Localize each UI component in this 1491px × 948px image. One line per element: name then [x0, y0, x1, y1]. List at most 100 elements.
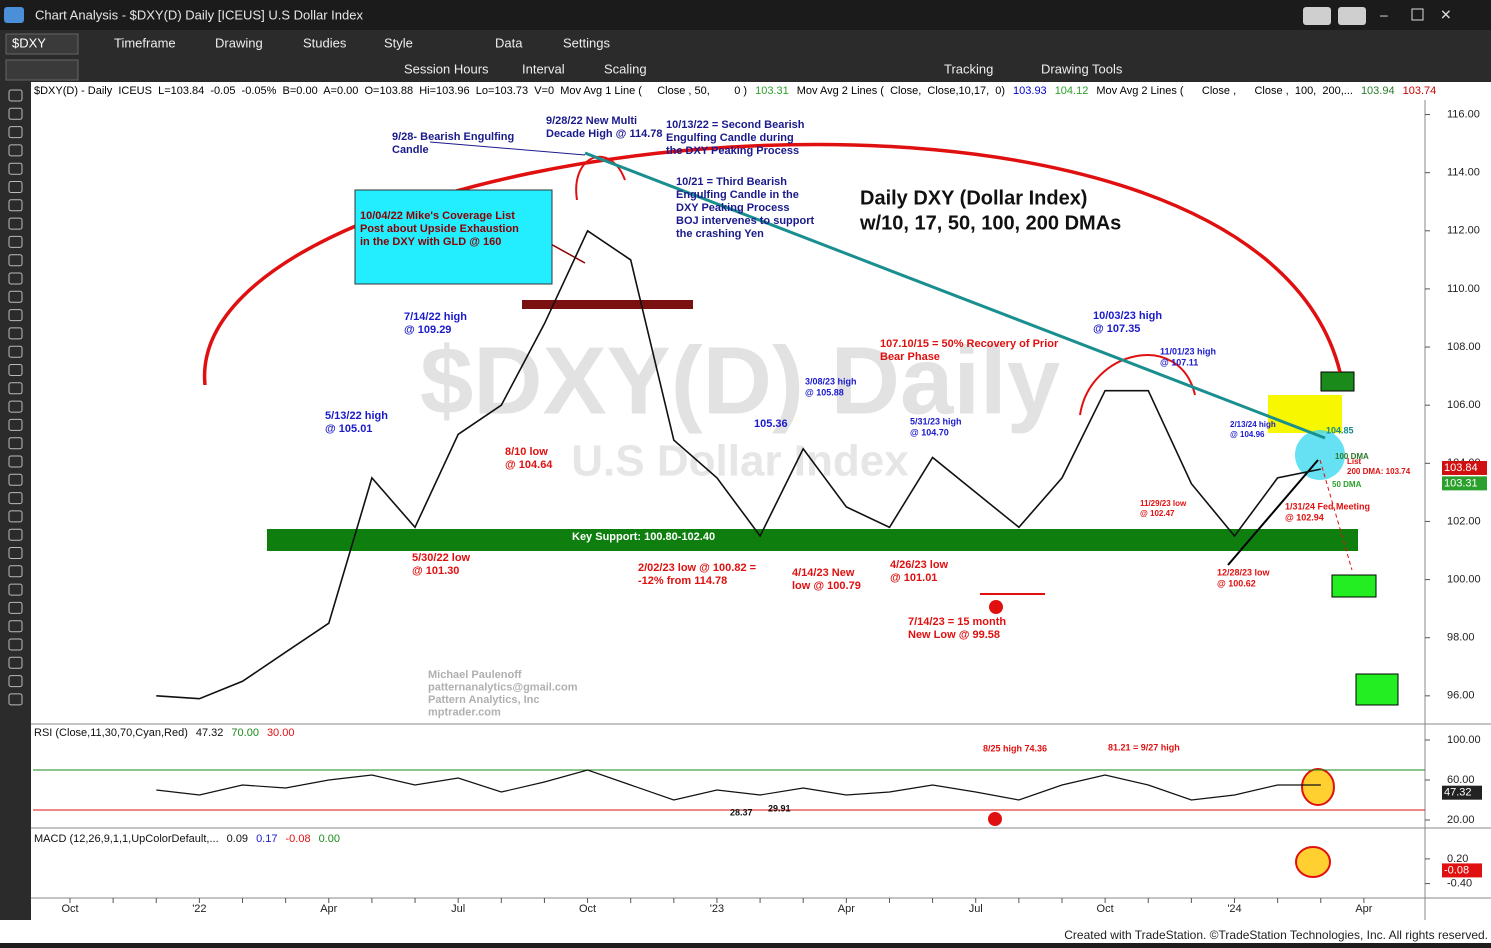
tool-icon[interactable] [8, 400, 23, 413]
symbol-box[interactable] [5, 33, 79, 55]
tool-icon[interactable] [8, 89, 23, 102]
tool-icon[interactable] [8, 254, 23, 267]
title-bar [0, 0, 1491, 30]
info-text: Mov Avg 2 Lines ( Close, Close,10,17, 0) [797, 85, 1005, 97]
tool-icon[interactable] [8, 547, 23, 559]
tool-icon[interactable] [8, 162, 23, 175]
annotation: 9/28- Bearish Engulfing [392, 131, 514, 143]
link-button[interactable] [1303, 7, 1331, 25]
author-text: Pattern Analytics, Inc [428, 694, 539, 706]
x-tick-label: '22 [192, 903, 206, 915]
symbol[interactable]: $DXY [12, 35, 46, 50]
annotation: the crashing Yen [676, 228, 764, 240]
toolbar-item[interactable]: Tracking [944, 61, 993, 76]
indicator-header: 0.09 [227, 833, 248, 845]
annotation: 105.36 [754, 418, 788, 430]
annotation: @ 107.11 [1160, 357, 1198, 367]
toolbar-item[interactable]: Data [495, 35, 523, 50]
tool-icon[interactable] [8, 217, 23, 230]
toolbar-item[interactable]: Studies [303, 35, 347, 50]
author-text: Michael Paulenoff [428, 669, 522, 681]
toolbar-item[interactable]: Timeframe [114, 35, 176, 50]
tool-icon[interactable] [8, 455, 23, 468]
tool-icon[interactable] [8, 492, 23, 505]
top-arc [575, 155, 626, 201]
tool-icon[interactable] [8, 382, 23, 395]
resistance-band [522, 300, 693, 309]
tool-icon[interactable] [8, 473, 23, 486]
tool-icon[interactable] [8, 656, 23, 669]
x-tick-label: Jul [969, 903, 983, 915]
tool-icon[interactable] [8, 638, 23, 651]
annotation: 7/14/22 high [404, 311, 467, 323]
tool-icon[interactable] [8, 693, 23, 706]
tool-icon[interactable] [8, 144, 23, 157]
indicator-header: 70.00 [231, 727, 259, 739]
maximize[interactable] [1411, 8, 1424, 21]
author-text: mptrader.com [428, 706, 501, 718]
toolbar-item[interactable]: Scaling [604, 61, 647, 76]
x-tick-label: Oct [579, 903, 596, 915]
tool-icon[interactable] [8, 675, 23, 688]
highlight-box [1268, 395, 1342, 433]
tool-icon[interactable] [8, 107, 23, 120]
toolbar-item[interactable]: Session Hours [404, 61, 489, 76]
trendline [584, 151, 1326, 440]
tool-icon[interactable] [8, 364, 23, 376]
tool-icon[interactable] [8, 620, 23, 633]
tool-icon[interactable] [8, 345, 23, 358]
tool-icon[interactable] [8, 601, 23, 614]
annotation: 11/01/23 high [1160, 346, 1216, 356]
tool-icon[interactable] [8, 565, 23, 578]
toolbar-item[interactable]: Interval [522, 61, 565, 76]
minimize[interactable]: – [1380, 7, 1388, 23]
tool-icon[interactable] [8, 528, 23, 541]
tool-icon[interactable] [8, 235, 23, 248]
y-tick-label: 108.00 [1447, 341, 1481, 353]
annotation: @ 104.70 [910, 427, 949, 437]
watermark: $DXY(D) Daily [420, 327, 1060, 434]
indicator-header: RSI (Close,11,30,70,Cyan,Red) [34, 727, 188, 739]
tool-icon[interactable] [8, 309, 23, 322]
annotation: 3/08/23 high [805, 376, 857, 386]
y-tick-label: 0.20 [1447, 853, 1468, 865]
x-tick-label: Apr [320, 903, 337, 915]
rsi-annotation: 29.91 [768, 803, 791, 813]
toolbar-item[interactable]: Drawing Tools [1041, 61, 1123, 76]
info-bar [0, 82, 1491, 100]
support-band [267, 529, 1358, 551]
annotation: Decade High @ 114.78 [546, 128, 663, 140]
price-badge [1442, 476, 1487, 491]
tool-icon[interactable] [8, 181, 23, 193]
toolbar-item[interactable]: Style [384, 35, 413, 50]
tool-icon[interactable] [8, 418, 23, 431]
target-box [1355, 673, 1399, 706]
annotation: in the DXY with GLD @ 160 [360, 236, 501, 248]
toolbar-item[interactable]: Settings [563, 35, 610, 50]
annotation: 5/13/22 high [325, 410, 388, 422]
tool-icon[interactable] [8, 510, 23, 523]
annotation: 11/29/23 low [1140, 499, 1187, 508]
y-tick-label: 98.00 [1447, 632, 1475, 644]
tool-icon[interactable] [8, 437, 23, 450]
info-text: 103.94 [1361, 85, 1395, 97]
interval-box[interactable] [5, 59, 79, 81]
y-tick-label: 96.00 [1447, 690, 1475, 702]
annotation: 10/13/22 = Second Bearish [666, 119, 805, 131]
tool-icon[interactable] [8, 583, 23, 596]
tool-icon[interactable] [8, 126, 23, 139]
x-tick-label: Oct [1097, 903, 1114, 915]
annotation: 4/14/23 New [792, 567, 855, 579]
annotation: 200 DMA: 103.74 [1347, 467, 1411, 476]
target-box [1320, 371, 1355, 392]
close[interactable]: ✕ [1440, 7, 1452, 23]
annotation: 104.85 [1326, 425, 1354, 435]
toolbar-item[interactable]: Drawing [215, 35, 263, 50]
tool-icon[interactable] [8, 199, 23, 212]
tool-icon[interactable] [8, 290, 23, 303]
annotation: Engulfing Candle during [666, 132, 794, 144]
tool-icon[interactable] [8, 272, 23, 285]
group-button[interactable] [1338, 7, 1366, 25]
tool-icon[interactable] [8, 327, 23, 340]
